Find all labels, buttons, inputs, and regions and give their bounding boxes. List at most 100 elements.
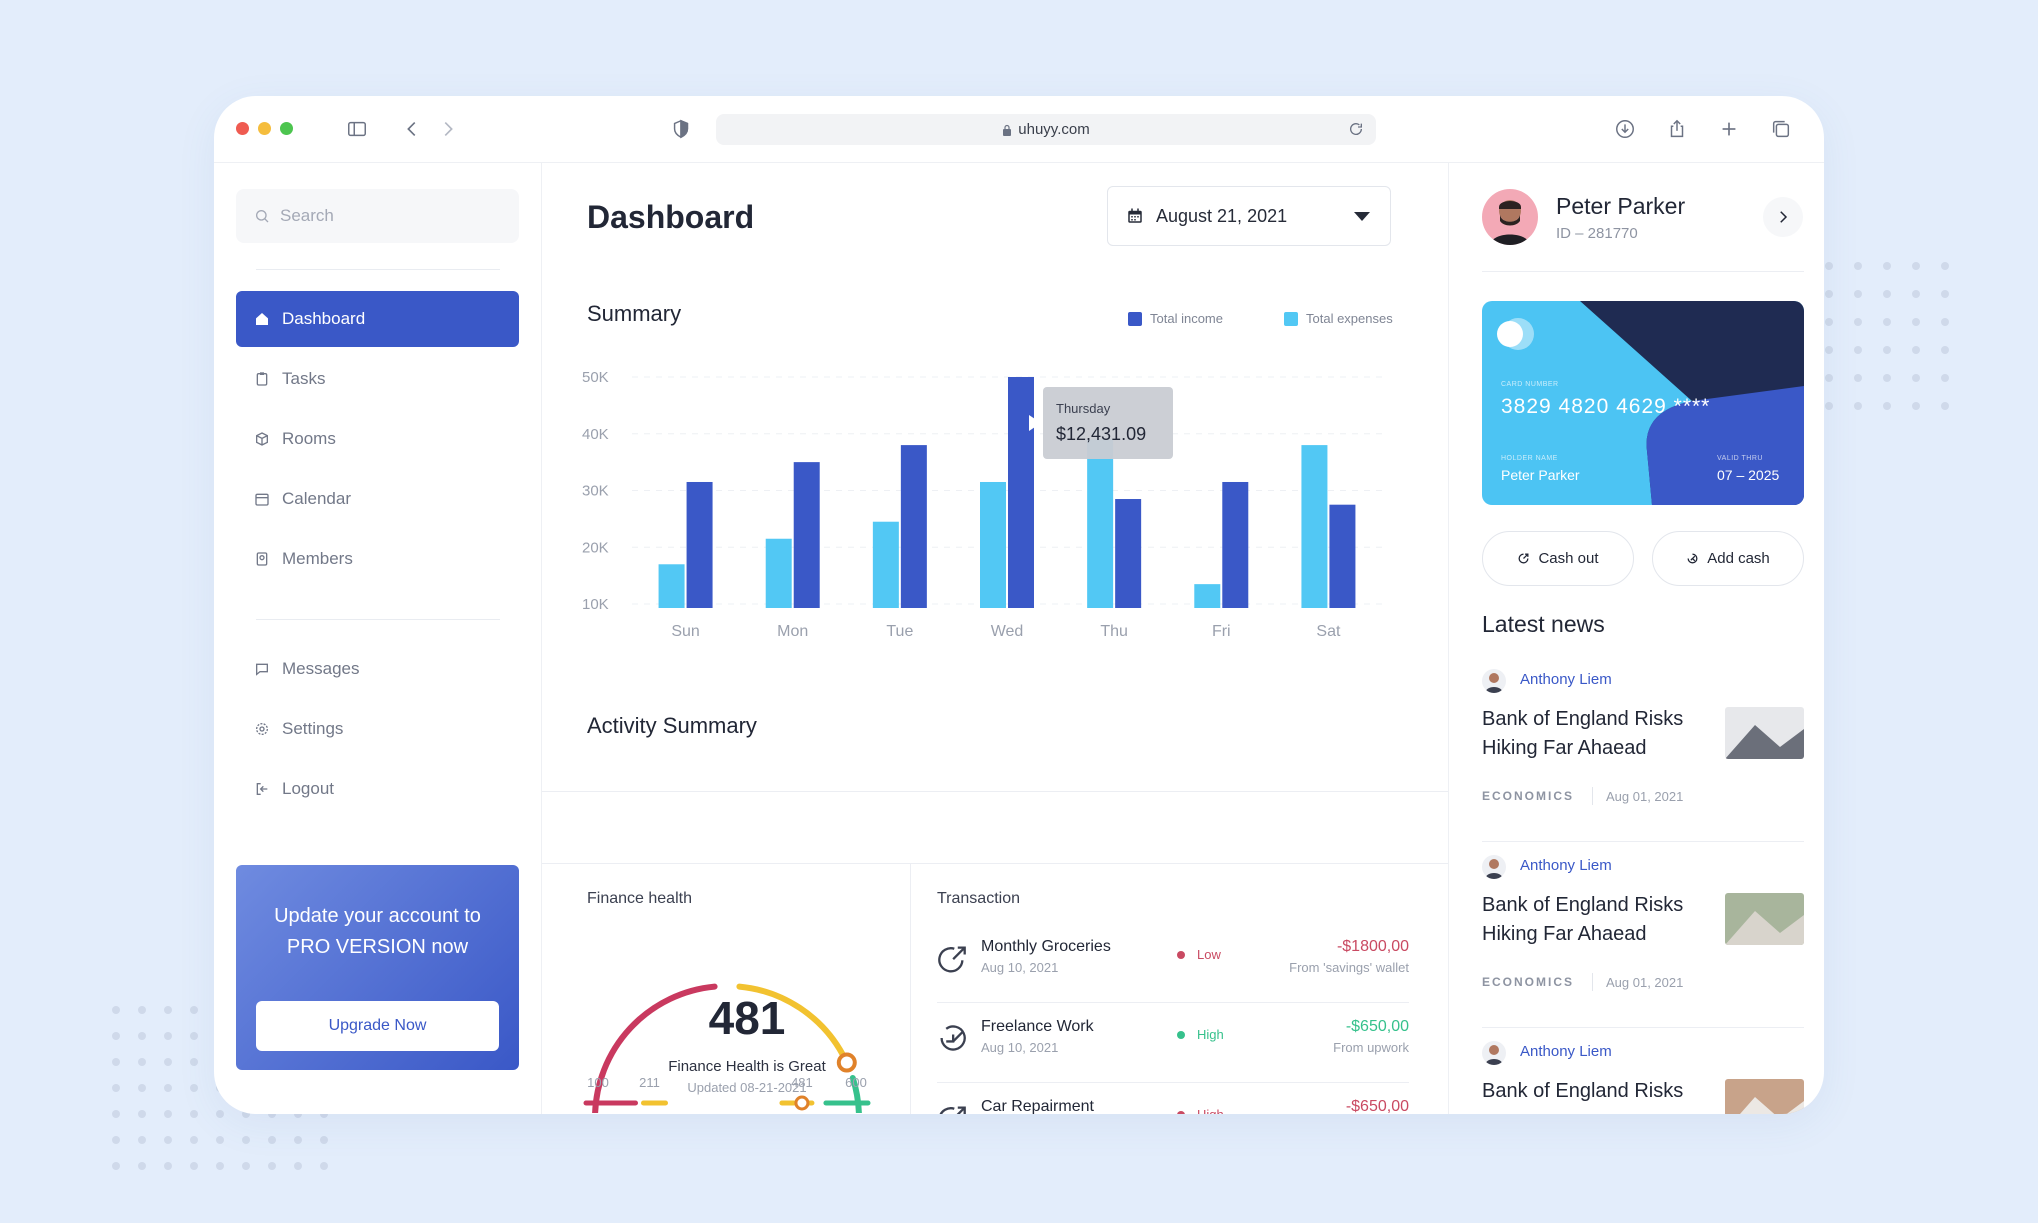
bar-expenses-tue[interactable] (872, 521, 899, 608)
bar-income-sun[interactable] (686, 481, 713, 608)
address-bar[interactable]: uhuyy.com (716, 114, 1376, 145)
bar-income-tue[interactable] (900, 445, 927, 608)
news-thumbnail[interactable] (1725, 707, 1804, 759)
x-tick-label: Fri (1212, 623, 1231, 640)
priority-dot (1177, 1031, 1185, 1039)
sidebar-item-messages[interactable]: Messages (236, 641, 519, 697)
date-picker[interactable]: August 21, 2021 (1107, 186, 1391, 246)
tabs-overview-icon[interactable] (1766, 114, 1796, 144)
y-tick-label: 30K (582, 483, 609, 500)
sidebar-item-logout[interactable]: Logout (236, 761, 519, 817)
sidebar-item-label: Settings (282, 719, 344, 738)
cash-out-label: Cash out (1538, 550, 1599, 567)
finance-updated: Updated 08-21-2021 (687, 1080, 807, 1095)
bar-expenses-fri[interactable] (1194, 584, 1221, 608)
search-box[interactable] (236, 189, 519, 243)
chat-icon (256, 663, 268, 676)
y-tick-label: 10K (582, 596, 609, 613)
news-item[interactable]: Anthony Liem Bank of England Risks (1482, 1037, 1804, 1114)
chevron-right-icon (1780, 211, 1788, 223)
bar-income-fri[interactable] (1222, 481, 1249, 608)
bar-expenses-thu[interactable] (1087, 439, 1114, 608)
sidebar-item-members[interactable]: Members (236, 531, 519, 587)
forward-icon[interactable] (433, 114, 463, 144)
bar-expenses-mon[interactable] (765, 538, 792, 608)
scale-max-label: 600 (845, 1075, 867, 1090)
news-thumbnail[interactable] (1725, 893, 1804, 945)
logout-icon (256, 783, 268, 795)
news-author[interactable]: Anthony Liem (1520, 1043, 1612, 1060)
x-tick-label: Thu (1100, 623, 1128, 640)
news-item[interactable]: Anthony Liem Bank of England Risks Hiking… (1482, 665, 1804, 851)
bar-expenses-wed[interactable] (980, 481, 1006, 608)
profile-chevron-button[interactable] (1763, 197, 1803, 237)
y-tick-label: 50K (582, 369, 609, 386)
back-icon[interactable] (397, 114, 427, 144)
news-author[interactable]: Anthony Liem (1520, 857, 1612, 874)
sidebar-item-label: Logout (282, 779, 334, 798)
cash-out-button[interactable]: Cash out (1482, 531, 1634, 586)
activity-summary-title: Activity Summary (587, 713, 757, 738)
bar-income-mon[interactable] (793, 462, 820, 608)
arrow-in-icon (1687, 553, 1698, 564)
sidebar-item-dashboard[interactable]: Dashboard (236, 291, 519, 347)
transaction-row[interactable]: Freelance Work Aug 10, 2021 High -$650,00 Fr… (937, 1003, 1409, 1083)
upgrade-promo: Update your account to PRO VERSION now U… (236, 865, 519, 1070)
download-icon[interactable] (1610, 114, 1640, 144)
transaction-row[interactable]: Monthly Groceries Aug 10, 2021 Low -$1800,0… (937, 923, 1409, 1003)
share-icon[interactable] (1662, 114, 1692, 144)
bar-income-thu[interactable] (1115, 499, 1142, 608)
sidebar-item-tasks[interactable]: Tasks (236, 351, 519, 407)
search-input[interactable] (280, 206, 500, 226)
gauge-segment-mid (736, 983, 847, 1059)
author-avatar (1482, 669, 1506, 693)
calendar-icon (1128, 208, 1142, 223)
sidebar-item-settings[interactable]: Settings (236, 701, 519, 757)
bar-income-sat[interactable] (1329, 504, 1356, 608)
transaction-date: Aug 10, 2021 (981, 1040, 1059, 1055)
legend-income: Total income (1128, 311, 1223, 326)
shield-icon[interactable] (666, 114, 696, 144)
card-holder: Peter Parker (1501, 467, 1580, 483)
sidebar-item-rooms[interactable]: Rooms (236, 411, 519, 467)
news-item[interactable]: Anthony Liem Bank of England Risks Hiking… (1482, 851, 1804, 1037)
legend-label-income: Total income (1150, 311, 1223, 326)
upgrade-now-button[interactable]: Upgrade Now (256, 1001, 499, 1051)
scale-mark-label: 211 (639, 1075, 660, 1090)
credit-card[interactable]: CARD NUMBER 3829 4820 4629 **** HOLDER N… (1482, 301, 1804, 505)
transaction-date: Aug 10, 2021 (981, 960, 1059, 975)
minimize-window-button[interactable] (258, 122, 271, 135)
transaction-source: From 'savings' wallet (1289, 960, 1409, 975)
divider (256, 269, 500, 270)
x-tick-label: Sun (671, 623, 699, 640)
sidebar: Dashboard Tasks Rooms Calendar Members Messa… (214, 162, 542, 1114)
reload-icon[interactable] (1348, 121, 1364, 137)
bar-expenses-sat[interactable] (1301, 445, 1328, 608)
card-valid-label: VALID THRU (1717, 455, 1763, 462)
news-headline[interactable]: Bank of England Risks Hiking Far Ahaead (1482, 708, 1684, 759)
maximize-window-button[interactable] (280, 122, 293, 135)
avatar[interactable] (1482, 189, 1538, 245)
summary-bar-chart: 10K 20K 30K 40K 50K Sun Mon Tue Wed Thu Fri Sat Thur… (582, 369, 1382, 640)
bar-income-wed[interactable] (1008, 377, 1034, 608)
author-avatar (1482, 855, 1506, 879)
divider (542, 863, 1448, 864)
sidebar-item-label: Calendar (282, 489, 351, 508)
news-author[interactable]: Anthony Liem (1520, 671, 1612, 688)
sidebar-item-calendar[interactable]: Calendar (236, 471, 519, 527)
priority-dot (1177, 951, 1185, 959)
selected-date: August 21, 2021 (1156, 205, 1288, 226)
close-window-button[interactable] (236, 122, 249, 135)
add-cash-label: Add cash (1707, 550, 1770, 567)
card-holder-label: HOLDER NAME (1501, 455, 1558, 462)
new-tab-icon[interactable] (1714, 114, 1744, 144)
add-cash-button[interactable]: Add cash (1652, 531, 1804, 586)
news-headline[interactable]: Bank of England Risks (1482, 1080, 1684, 1102)
sidebar-item-label: Dashboard (282, 309, 366, 328)
news-thumbnail[interactable] (1725, 1079, 1804, 1114)
bar-expenses-sun[interactable] (658, 564, 685, 608)
sidebar-toggle-icon[interactable] (342, 114, 372, 144)
transaction-row[interactable]: Car RepairmentAug 10, 2021High-$650,00Fr… (937, 1083, 1409, 1114)
browser-toolbar: uhuyy.com (214, 96, 1824, 162)
news-headline[interactable]: Bank of England Risks Hiking Far Ahaead (1482, 894, 1684, 945)
